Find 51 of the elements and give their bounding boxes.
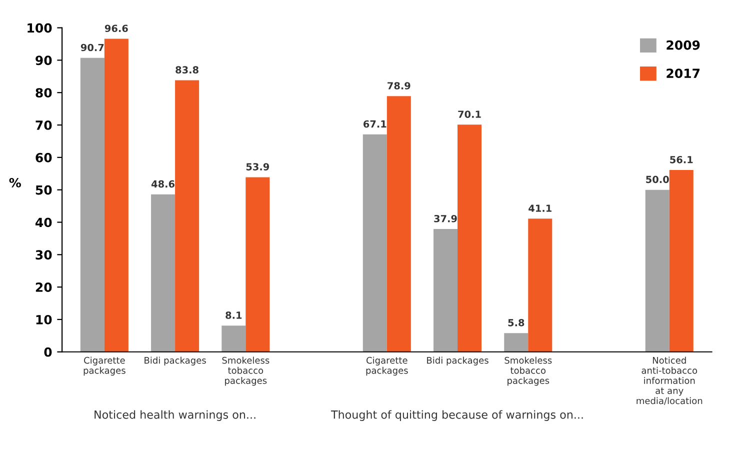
bar [151, 194, 176, 352]
data-label: 96.6 [104, 24, 128, 32]
x-tick-label: Smokeless tobacco packages [222, 356, 270, 386]
x-tick-label: Bidi packages [144, 356, 206, 366]
x-tick-label: Cigarette packages [366, 356, 408, 376]
y-tick-label: 40 [35, 218, 52, 228]
data-label: 8.1 [226, 312, 242, 319]
legend-label: 2009 [666, 40, 700, 50]
data-label: 70.1 [458, 110, 481, 118]
bar [80, 58, 104, 352]
bar [246, 177, 270, 352]
bar [222, 326, 246, 352]
text: Thought of quitting because of warnings on... [330, 410, 583, 421]
x-tick-label: Bidi packages [427, 356, 488, 366]
data-label: 67.1 [364, 120, 386, 128]
text: Noticed health warnings on... [94, 410, 256, 421]
data-label: 83.8 [176, 66, 198, 74]
bar [386, 96, 411, 352]
x-tick-label: Noticed anti-tobacco information at any media/location [636, 356, 702, 405]
y-tick-label: 20 [36, 282, 52, 292]
bar [362, 134, 387, 352]
data-label: 5.8 [508, 318, 524, 326]
data-label: 90.7 [80, 44, 104, 52]
y-tick-label: 100 [28, 23, 52, 33]
bar [528, 218, 552, 352]
y-tick-label: 60 [36, 152, 52, 162]
data-label: 56.1 [670, 156, 693, 164]
y-tick-label: 30 [36, 250, 52, 260]
bar [175, 80, 200, 352]
data-label: 48.6 [151, 180, 175, 188]
y-tick-label: 0 [44, 347, 52, 357]
bar [434, 229, 458, 352]
y-tick-label: 50 [36, 185, 52, 195]
data-label: 53.9 [246, 163, 270, 170]
y-axis-title: % [9, 178, 21, 188]
bar [645, 190, 670, 352]
legend-label: 2017 [666, 68, 700, 78]
x-tick-label: Smokeless tobacco packages [504, 356, 552, 386]
data-label: 37.9 [434, 214, 457, 222]
y-tick-label: 80 [36, 88, 52, 98]
bar [104, 38, 128, 352]
y-tick-label: 90 [36, 56, 52, 66]
data-label: 50.0 [646, 176, 669, 184]
data-label: 78.9 [388, 82, 410, 90]
bar [504, 333, 528, 352]
data-label: 41.1 [528, 204, 552, 212]
bar [458, 124, 482, 352]
y-tick-label: 10 [36, 314, 52, 324]
x-tick-label: Cigarette packages [84, 356, 126, 376]
bar [669, 170, 694, 352]
y-tick-label: 70 [36, 120, 52, 130]
